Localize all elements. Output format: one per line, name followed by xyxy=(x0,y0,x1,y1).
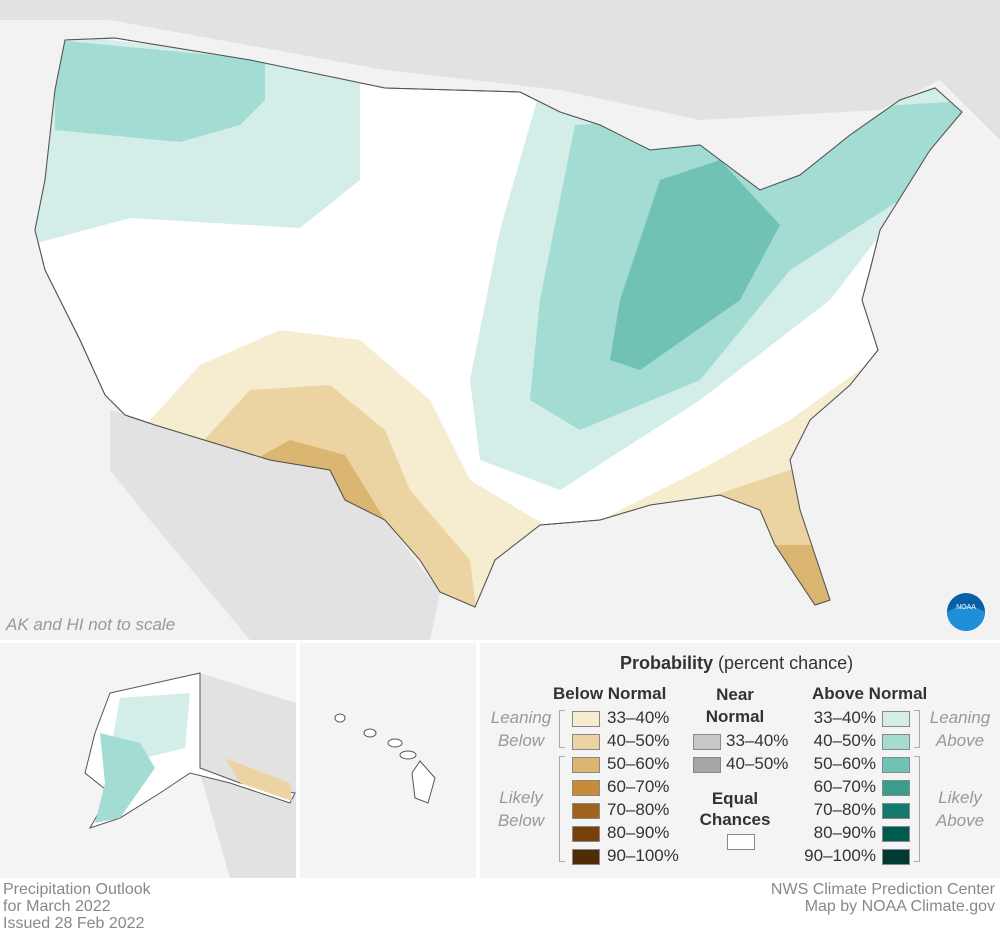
footer-period: for March 2022 xyxy=(3,898,111,915)
near-heading: Near Normal xyxy=(705,685,765,726)
conus-map: NOAA xyxy=(0,0,1000,640)
below-50-60-se xyxy=(770,545,840,607)
above-40-50-west xyxy=(55,40,265,142)
above-normal-swatch xyxy=(882,734,910,750)
below-normal-label: 70–80% xyxy=(607,800,670,819)
noaa-logo: NOAA xyxy=(947,593,985,631)
near-normal-label: 33–40% xyxy=(726,731,789,750)
below-normal-label: 50–60% xyxy=(607,754,670,773)
scale-note: AK and HI not to scale xyxy=(6,615,176,634)
below-heading: Below Normal xyxy=(553,684,667,703)
below-normal-swatch xyxy=(572,849,600,865)
equal-chances-swatch xyxy=(727,834,755,850)
above-normal-swatch xyxy=(882,849,910,865)
below-normal-label: 60–70% xyxy=(607,777,670,796)
below-normal-label: 33–40% xyxy=(607,708,670,727)
legend-title: Probability xyxy=(620,653,714,673)
equal-chances-heading: Equal Chances xyxy=(699,789,771,829)
legend-subtitle: (percent chance) xyxy=(718,653,854,673)
footer-issued: Issued 28 Feb 2022 xyxy=(3,915,145,932)
above-normal-swatch xyxy=(882,711,910,727)
below-normal-swatch xyxy=(572,826,600,842)
mexico-land xyxy=(110,410,440,640)
leaning-above-label: Leaning Above xyxy=(929,708,991,750)
footer-credit: Map by NOAA Climate.gov xyxy=(804,898,995,915)
above-normal-swatch xyxy=(882,803,910,819)
near-normal-label: 40–50% xyxy=(726,754,789,773)
above-normal-label: 50–60% xyxy=(813,754,876,773)
near-normal-swatch xyxy=(693,757,721,773)
near-normal-swatch xyxy=(693,734,721,750)
conus-map-svg: NOAA xyxy=(0,0,1000,640)
canada-land xyxy=(0,0,1000,140)
likely-below-label: Likely Below xyxy=(497,788,545,830)
alaska-inset xyxy=(0,643,296,878)
footer-title: Precipitation Outlook xyxy=(3,881,151,898)
likely-above-label: Likely Above xyxy=(935,788,985,830)
legend: Probability (percent chance) Below Norma… xyxy=(480,643,1000,878)
below-normal-label: 80–90% xyxy=(607,823,670,842)
below-normal-swatch xyxy=(572,757,600,773)
below-normal-swatch xyxy=(572,734,600,750)
below-normal-swatch xyxy=(572,803,600,819)
hawaii-inset xyxy=(300,643,476,878)
above-normal-label: 40–50% xyxy=(813,731,876,750)
svg-text:NOAA: NOAA xyxy=(956,604,976,611)
above-heading: Above Normal xyxy=(812,684,928,703)
above-normal-swatch xyxy=(882,826,910,842)
above-normal-label: 33–40% xyxy=(813,708,876,727)
above-normal-label: 80–90% xyxy=(813,823,876,842)
below-normal-swatch xyxy=(572,711,600,727)
above-normal-label: 90–100% xyxy=(804,846,876,865)
above-50-60-east xyxy=(610,160,780,370)
above-normal-swatch xyxy=(882,780,910,796)
above-normal-label: 70–80% xyxy=(813,800,876,819)
below-normal-swatch xyxy=(572,780,600,796)
above-normal-swatch xyxy=(882,757,910,773)
leaning-below-label: Leaning Below xyxy=(490,708,552,750)
below-normal-label: 90–100% xyxy=(607,846,679,865)
below-normal-label: 40–50% xyxy=(607,731,670,750)
footer-source: NWS Climate Prediction Center xyxy=(770,881,995,898)
above-normal-label: 60–70% xyxy=(813,777,876,796)
